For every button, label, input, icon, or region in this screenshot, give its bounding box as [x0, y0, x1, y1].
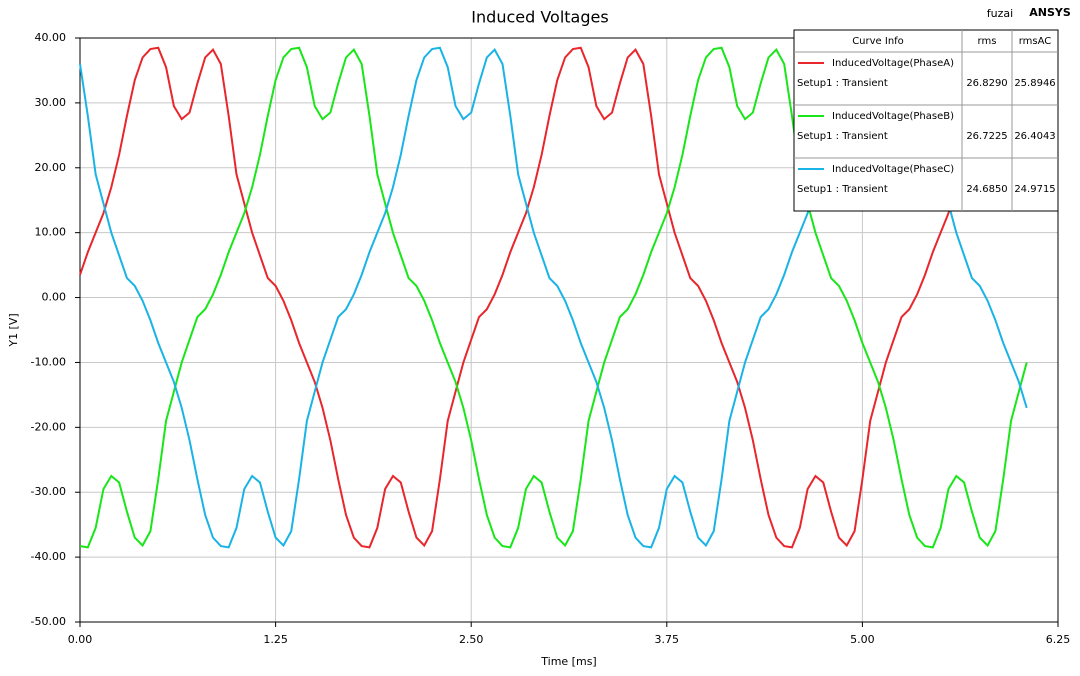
x-tick-label: 2.50 — [459, 633, 484, 646]
legend-rmsac: 25.8946 — [1014, 78, 1055, 89]
legend-rms: 24.6850 — [966, 184, 1007, 195]
legend-header: rmsAC — [1019, 36, 1052, 47]
legend-label: InducedVoltage(PhaseC) — [832, 164, 954, 175]
plot-frame — [79, 37, 1059, 623]
y-tick-label: -20.00 — [31, 420, 66, 433]
legend-setup: Setup1 : Transient — [797, 184, 888, 195]
y-axis-label: Y1 [V] — [7, 313, 20, 347]
legend-rms: 26.7225 — [966, 131, 1007, 142]
corner-label: fuzai — [987, 7, 1013, 20]
brand-label: ANSYS — [1029, 6, 1071, 19]
legend-rms: 26.8290 — [966, 78, 1007, 89]
series-line — [79, 46, 1028, 549]
legend-label: InducedVoltage(PhaseA) — [832, 58, 954, 69]
legend-setup: Setup1 : Transient — [797, 131, 888, 142]
x-tick-label: 1.25 — [263, 633, 288, 646]
y-tick-label: 0.00 — [42, 291, 67, 304]
legend-rmsac: 26.4043 — [1014, 131, 1055, 142]
y-tick-label: -30.00 — [31, 485, 66, 498]
y-tick-label: 40.00 — [35, 31, 67, 44]
y-tick-label: -50.00 — [31, 615, 66, 628]
x-tick-label: 3.75 — [655, 633, 680, 646]
chart-title: Induced Voltages — [471, 8, 608, 27]
x-axis-label: Time [ms] — [540, 655, 596, 668]
legend-rmsac: 24.9715 — [1014, 184, 1055, 195]
legend-setup: Setup1 : Transient — [797, 78, 888, 89]
y-tick-label: 10.00 — [35, 226, 67, 239]
legend-header: Curve Info — [852, 36, 904, 47]
legend-header: rms — [978, 36, 997, 47]
legend-box — [793, 29, 1059, 212]
series-line — [79, 46, 1028, 549]
y-tick-label: -10.00 — [31, 355, 66, 368]
x-tick-label: 0.00 — [68, 633, 93, 646]
x-tick-label: 6.25 — [1046, 633, 1071, 646]
x-tick-label: 5.00 — [850, 633, 875, 646]
y-tick-label: 20.00 — [35, 161, 67, 174]
y-tick-label: 30.00 — [35, 96, 67, 109]
y-tick-label: -40.00 — [31, 550, 66, 563]
legend-label: InducedVoltage(PhaseB) — [832, 111, 954, 122]
legend: Curve Info rms rmsAC InducedVoltage(PhaseA)… — [793, 29, 1059, 212]
